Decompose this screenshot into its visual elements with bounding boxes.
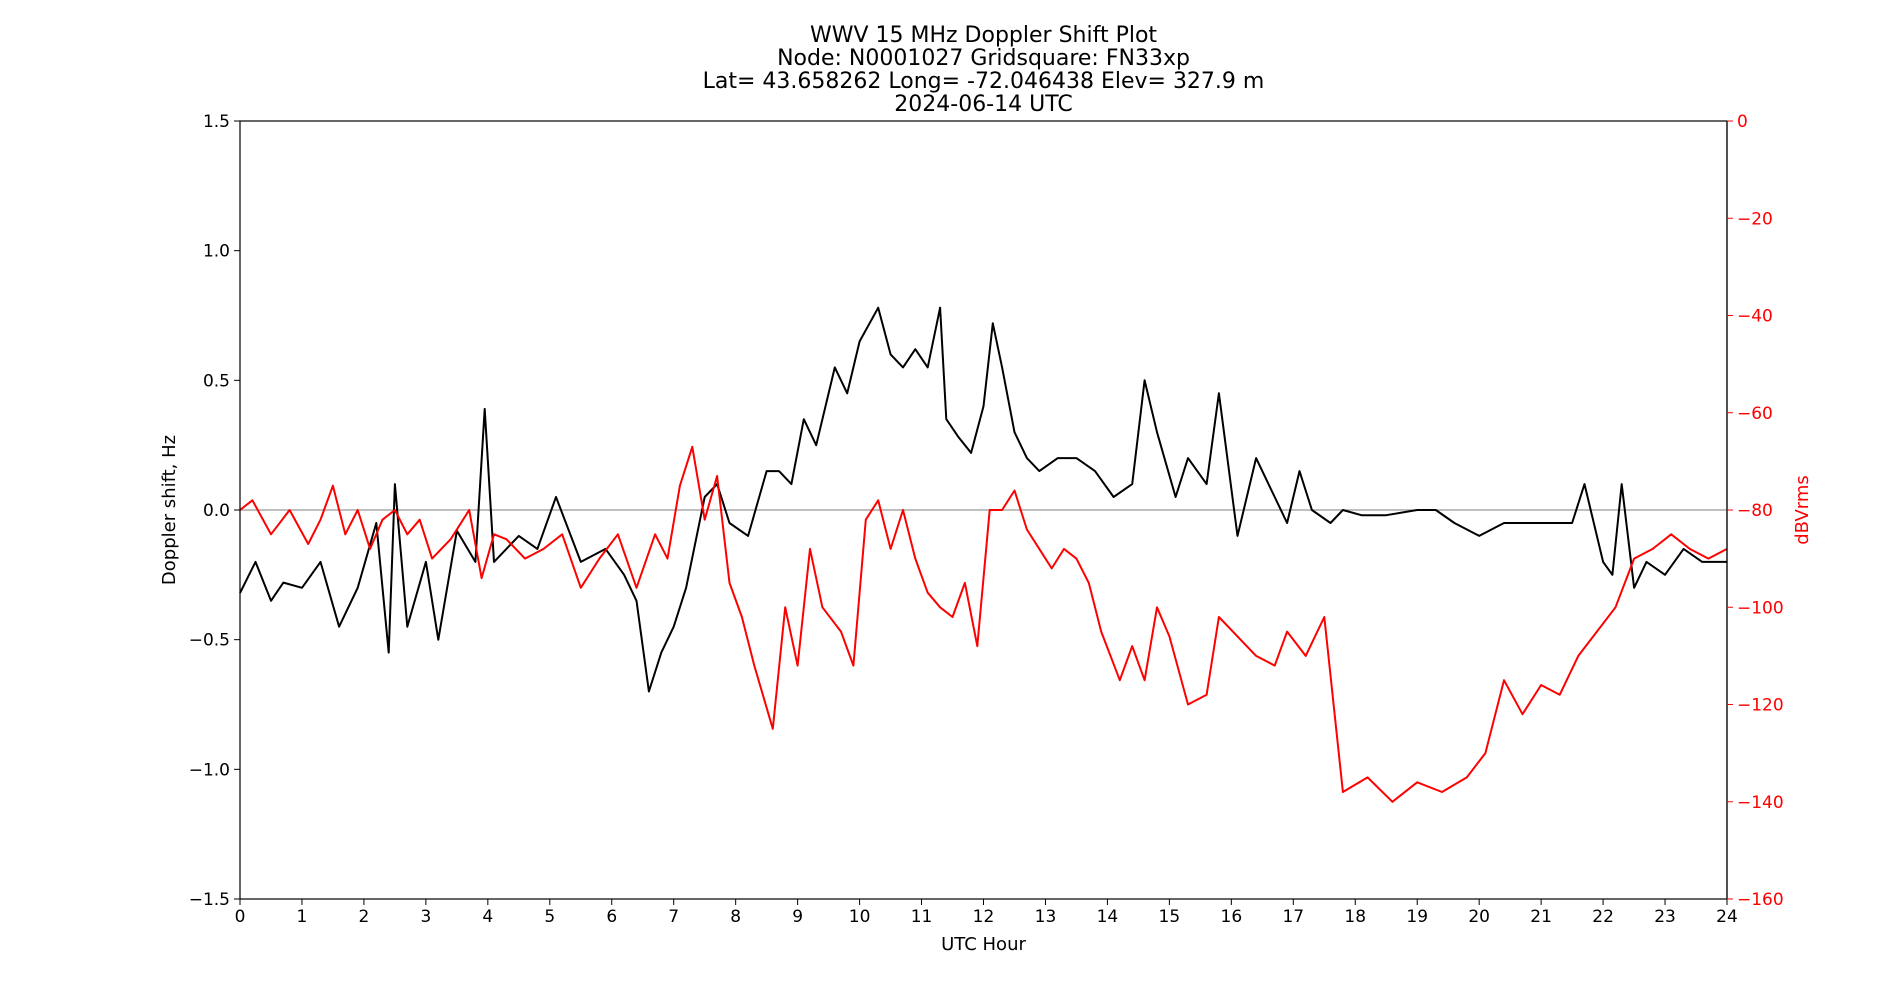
power-series-line	[239, 445, 1728, 803]
y2-tick-label: 0	[1737, 112, 1748, 132]
y-tick-label: −1.5	[189, 890, 230, 910]
x-tick-label: 21	[1530, 907, 1552, 927]
title-line: Node: N0001027 Gridsquare: FN33xp	[777, 46, 1190, 71]
y-tick-label: −0.5	[189, 631, 230, 651]
y-tick-label: 0.5	[203, 371, 230, 391]
x-tick-label: 1	[297, 907, 308, 927]
x-tick-label: 11	[911, 907, 933, 927]
doppler-series-line	[239, 306, 1727, 693]
x-tick-label: 4	[482, 907, 493, 927]
y-tick-label: 0.0	[203, 501, 230, 521]
x-tick-label: 8	[730, 907, 741, 927]
x-tick-label: 13	[1035, 907, 1057, 927]
x-tick-label: 0	[235, 907, 246, 927]
y-tick-label: 1.5	[203, 112, 230, 132]
y2-tick-label: −20	[1737, 209, 1773, 229]
title-line: 2024-06-14 UTC	[894, 92, 1072, 117]
x-tick-label: 19	[1406, 907, 1428, 927]
x-tick-label: 17	[1282, 907, 1304, 927]
axes: 0 1 2 3 4 5 6 7 8 9 10 11 12 13 14 15 16 17 18 19 20 21 22 23 24…	[189, 112, 1784, 927]
y2-tick-label: −80	[1737, 501, 1773, 521]
x-tick-label: 5	[544, 907, 555, 927]
x-tick-label: 2	[359, 907, 370, 927]
x-tick-label: 14	[1097, 907, 1119, 927]
x-tick-label: 9	[792, 907, 803, 927]
x-tick-label: 10	[849, 907, 871, 927]
x-tick-label: 7	[668, 907, 679, 927]
y2-tick-label: −140	[1737, 793, 1784, 813]
x-tick-label: 24	[1716, 907, 1738, 927]
x-tick-label: 12	[973, 907, 995, 927]
x-axis-label: UTC Hour	[941, 934, 1026, 955]
plot-area	[239, 306, 1728, 803]
x-tick-label: 18	[1344, 907, 1366, 927]
y2-axis-label: dBVrms	[1792, 475, 1813, 545]
y2-tick-label: −40	[1737, 307, 1773, 327]
y2-tick-label: −160	[1737, 890, 1784, 910]
x-tick-label: 16	[1221, 907, 1243, 927]
x-tick-label: 23	[1654, 907, 1676, 927]
x-tick-label: 20	[1468, 907, 1490, 927]
x-tick-label: 6	[606, 907, 617, 927]
y-tick-label: 1.0	[203, 242, 230, 262]
y2-tick-label: −120	[1737, 696, 1784, 716]
y2-tick-label: −100	[1737, 598, 1784, 618]
y-tick-label: −1.0	[189, 760, 230, 780]
title-line: WWV 15 MHz Doppler Shift Plot	[810, 23, 1157, 48]
x-tick-label: 3	[420, 907, 431, 927]
y2-tick-label: −60	[1737, 404, 1773, 424]
y-axis-label: Doppler shift, Hz	[159, 435, 180, 585]
x-tick-label: 15	[1159, 907, 1181, 927]
x-tick-label: 22	[1592, 907, 1614, 927]
title-line: Lat= 43.658262 Long= -72.046438 Elev= 32…	[703, 69, 1265, 94]
